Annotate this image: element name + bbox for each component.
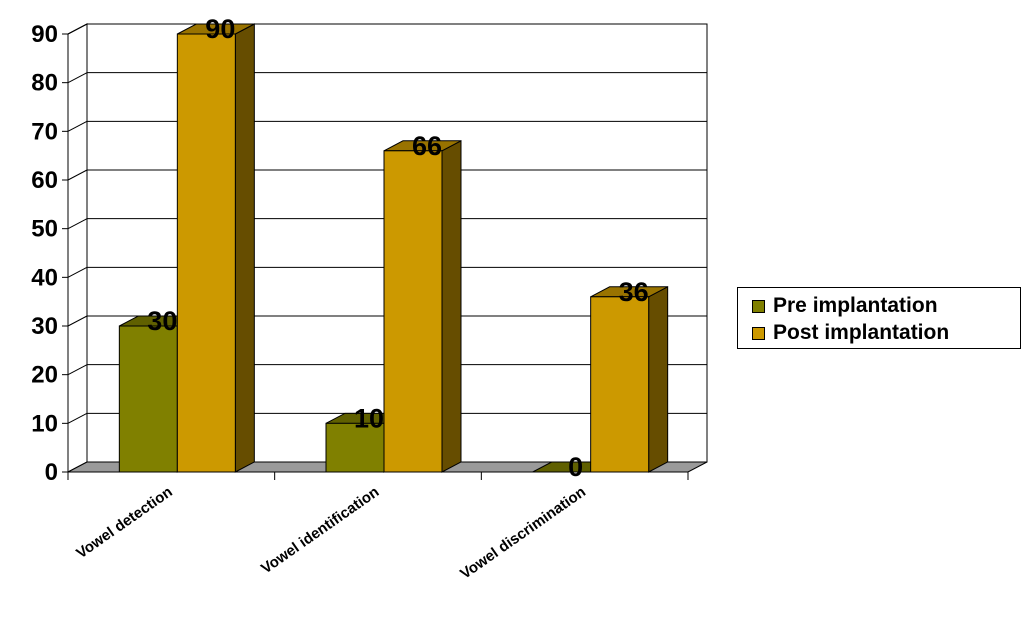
bar-post-0 (176, 23, 255, 473)
y-tick-label: 90 (31, 21, 58, 48)
y-tick-label: 80 (31, 70, 58, 97)
bar-post-1 (383, 139, 462, 473)
legend-item-pre: Pre implantation (752, 294, 938, 318)
side-wall (67, 23, 88, 473)
bar-post-2-front (590, 296, 650, 473)
data-label: 10 (354, 403, 384, 433)
gridline-side (67, 23, 88, 35)
y-tick-label: 60 (31, 167, 58, 194)
legend-item-post: Post implantation (752, 321, 949, 345)
y-tick-label: 10 (31, 410, 58, 437)
x-tick-label: Vowel detection (73, 483, 175, 562)
gridline-side (67, 218, 88, 230)
legend: Pre implantation Post implantation (737, 287, 1021, 349)
data-label: 36 (619, 277, 649, 307)
gridline-side (67, 169, 88, 181)
bar-post-1-front (383, 150, 443, 473)
legend-swatch-pre (752, 299, 765, 313)
y-tick-label: 70 (31, 118, 58, 145)
x-tick-label: Vowel discrimination (457, 483, 589, 582)
data-label: 0 (568, 452, 583, 482)
gridline-side (67, 266, 88, 278)
legend-label-post: Post implantation (773, 321, 950, 344)
data-labels: 30 90 10 66 0 36 (147, 14, 648, 482)
data-label: 30 (147, 306, 177, 336)
bar-pre-0-front (118, 325, 178, 473)
x-tick-label: Vowel identification (258, 483, 382, 577)
y-tick-labels: 0 10 20 30 40 50 60 70 80 90 (31, 21, 58, 486)
y-tick-label: 0 (45, 459, 58, 486)
data-label: 90 (205, 14, 235, 44)
bars (118, 23, 669, 473)
bar-post-2-side (648, 285, 669, 473)
bar-pre-1-front (325, 422, 385, 473)
data-label: 66 (412, 131, 442, 161)
x-tick-labels: Vowel detection Vowel identification Vowel… (73, 483, 589, 582)
bar-post-2 (590, 285, 669, 473)
y-tick-label: 50 (31, 216, 58, 243)
bar-post-0-front (176, 33, 236, 473)
bar-post-0-side (234, 23, 255, 473)
gridline-side (67, 315, 88, 327)
gridline-side (67, 412, 88, 424)
legend-swatch-post (752, 326, 765, 340)
gridline-side (67, 364, 88, 376)
bar-post-1-side (441, 139, 462, 473)
gridline-side (67, 120, 88, 132)
gridline-side (67, 72, 88, 84)
legend-label-pre: Pre implantation (773, 294, 938, 317)
y-tick-label: 40 (31, 264, 58, 291)
y-tick-label: 20 (31, 362, 58, 389)
y-tick-label: 30 (31, 313, 58, 340)
